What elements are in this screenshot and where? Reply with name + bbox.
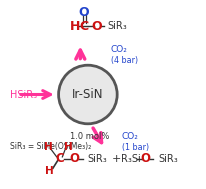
Text: H: H	[45, 166, 54, 176]
Text: (1 bar): (1 bar)	[122, 143, 149, 152]
Text: +: +	[111, 154, 121, 164]
Text: (4 bar): (4 bar)	[111, 56, 138, 65]
Circle shape	[59, 65, 117, 124]
Text: SiR₃: SiR₃	[107, 22, 127, 31]
Text: HSiR₃: HSiR₃	[10, 90, 37, 99]
Text: H: H	[44, 143, 53, 152]
Text: C: C	[55, 152, 64, 165]
Text: SiR₃: SiR₃	[158, 154, 178, 164]
Text: 1.0 mol%: 1.0 mol%	[70, 132, 109, 141]
Text: Ir-SiN: Ir-SiN	[72, 88, 104, 101]
Text: O: O	[91, 20, 102, 33]
Text: H: H	[69, 20, 80, 33]
Text: O: O	[140, 152, 151, 165]
Text: H: H	[64, 143, 73, 152]
Text: C: C	[80, 20, 89, 33]
Text: O: O	[79, 6, 89, 19]
Text: O: O	[70, 152, 80, 165]
Text: SiR₃ = SiMe(OSiMe₃)₂: SiR₃ = SiMe(OSiMe₃)₂	[10, 142, 92, 151]
Text: SiR₃: SiR₃	[88, 154, 107, 164]
Text: R₃Si: R₃Si	[122, 154, 141, 164]
Text: CO₂: CO₂	[122, 132, 139, 141]
Text: CO₂: CO₂	[111, 45, 128, 54]
